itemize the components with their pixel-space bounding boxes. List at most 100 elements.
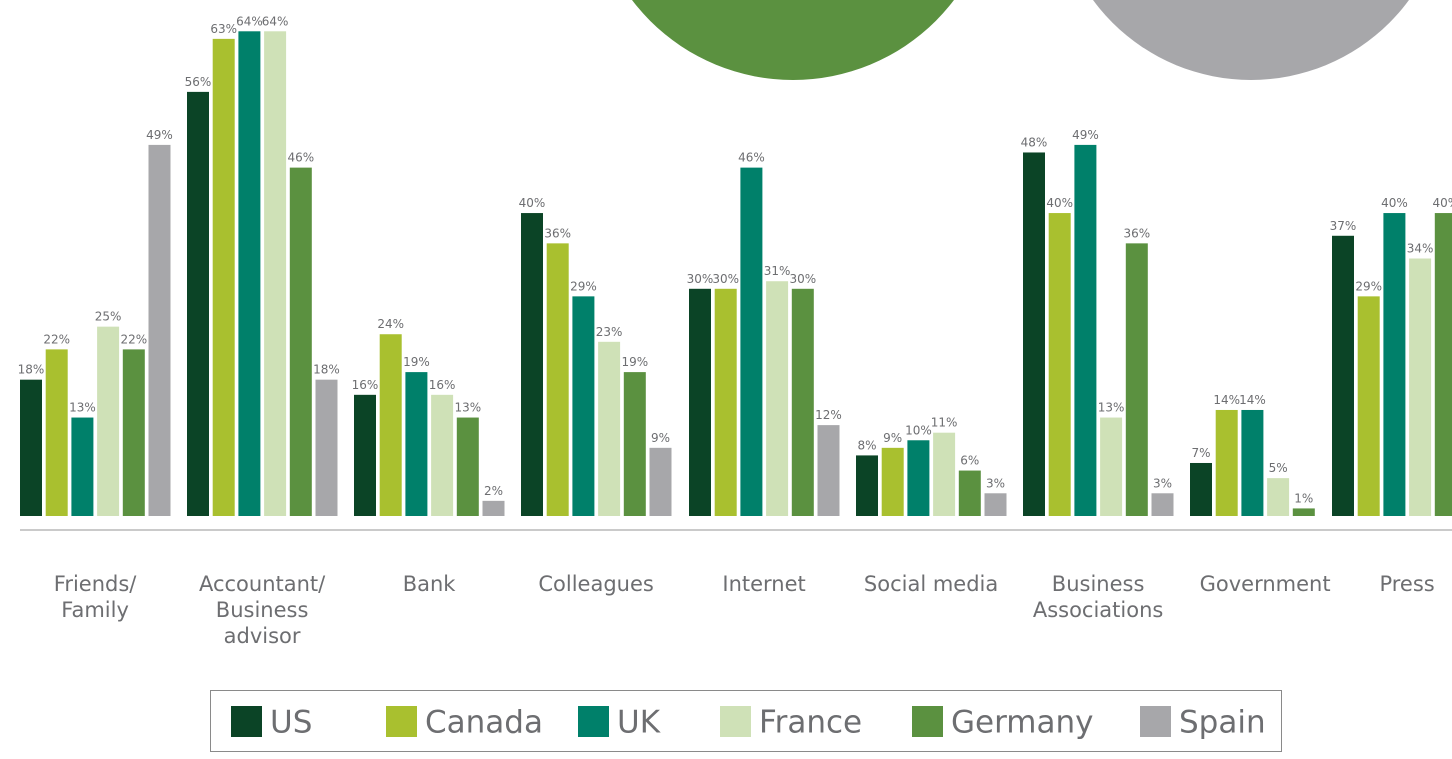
data-label: 36% bbox=[544, 226, 571, 240]
data-label: 64% bbox=[236, 14, 263, 28]
bar bbox=[148, 144, 171, 516]
x-tick-label: Internet bbox=[722, 572, 806, 596]
bar bbox=[1383, 213, 1406, 516]
data-label: 29% bbox=[570, 279, 597, 293]
data-label: 46% bbox=[738, 151, 765, 165]
data-label: 16% bbox=[352, 378, 379, 392]
bar bbox=[1409, 258, 1432, 516]
bar bbox=[97, 326, 120, 516]
data-label: 5% bbox=[1269, 461, 1288, 475]
bar bbox=[482, 500, 505, 516]
data-label: 13% bbox=[1098, 401, 1125, 415]
data-label: 56% bbox=[185, 75, 212, 89]
data-label: 63% bbox=[210, 22, 237, 36]
data-label: 1% bbox=[1294, 491, 1313, 505]
data-label: 13% bbox=[69, 401, 96, 415]
bar bbox=[1357, 296, 1380, 516]
bar bbox=[689, 288, 711, 516]
data-label: 23% bbox=[596, 325, 623, 339]
legend-swatch bbox=[386, 706, 417, 737]
bar bbox=[264, 31, 287, 516]
data-label: 31% bbox=[764, 264, 791, 278]
data-label: 3% bbox=[986, 476, 1005, 490]
bar bbox=[740, 167, 763, 516]
x-tick-label: Colleagues bbox=[538, 572, 654, 596]
data-label: 30% bbox=[687, 272, 714, 286]
bar bbox=[354, 394, 376, 516]
bar bbox=[20, 379, 42, 516]
bar bbox=[714, 288, 737, 516]
bar bbox=[1151, 493, 1174, 516]
data-label: 40% bbox=[1432, 196, 1452, 210]
decor-circle bbox=[632, 0, 954, 80]
legend-swatch bbox=[231, 706, 262, 737]
legend-label: US bbox=[270, 705, 312, 741]
bar bbox=[766, 281, 789, 516]
bar bbox=[907, 440, 930, 516]
data-label: 7% bbox=[1191, 446, 1210, 460]
data-label: 37% bbox=[1330, 219, 1357, 233]
bar bbox=[881, 447, 904, 516]
data-label: 18% bbox=[313, 363, 340, 377]
data-label: 10% bbox=[905, 423, 932, 437]
data-label: 48% bbox=[1021, 135, 1048, 149]
bar bbox=[45, 349, 68, 516]
data-label: 11% bbox=[931, 416, 958, 430]
bar bbox=[187, 91, 209, 516]
bar bbox=[856, 455, 878, 516]
legend-label: Canada bbox=[425, 705, 543, 741]
data-label: 46% bbox=[287, 151, 314, 165]
data-label: 49% bbox=[1072, 128, 1099, 142]
bar bbox=[1190, 462, 1212, 516]
data-label: 49% bbox=[146, 128, 173, 142]
data-label: 36% bbox=[1123, 226, 1150, 240]
x-tick-label: Government bbox=[1199, 572, 1331, 596]
bar bbox=[289, 167, 312, 516]
bar bbox=[1125, 243, 1148, 516]
bar bbox=[598, 341, 621, 516]
bar bbox=[315, 379, 338, 516]
legend-swatch bbox=[912, 706, 943, 737]
x-tick-label: Social media bbox=[863, 572, 999, 596]
bar bbox=[71, 417, 94, 516]
data-label: 29% bbox=[1355, 279, 1382, 293]
data-label: 22% bbox=[43, 332, 70, 346]
bar bbox=[379, 334, 402, 516]
legend-swatch bbox=[578, 706, 609, 737]
bar bbox=[984, 493, 1007, 516]
data-label: 30% bbox=[789, 272, 816, 286]
legend-label: Germany bbox=[951, 705, 1093, 741]
bar bbox=[405, 372, 428, 516]
legend-box bbox=[210, 690, 1282, 752]
legend-swatch bbox=[1140, 706, 1171, 737]
legend-label: UK bbox=[617, 705, 661, 741]
data-label: 14% bbox=[1239, 393, 1266, 407]
data-label: 13% bbox=[454, 401, 481, 415]
bar bbox=[1100, 417, 1123, 516]
bar bbox=[1267, 478, 1290, 516]
data-label: 19% bbox=[621, 355, 648, 369]
data-label: 14% bbox=[1213, 393, 1240, 407]
decor-circle bbox=[1093, 0, 1409, 80]
bar bbox=[546, 243, 569, 516]
bar bbox=[521, 213, 543, 516]
bar bbox=[623, 372, 646, 516]
bar bbox=[1048, 213, 1071, 516]
data-label: 30% bbox=[712, 272, 739, 286]
bar bbox=[1292, 508, 1315, 516]
data-label: 12% bbox=[815, 408, 842, 422]
data-label: 3% bbox=[1153, 476, 1172, 490]
bar bbox=[933, 432, 956, 516]
data-label: 34% bbox=[1407, 242, 1434, 256]
data-label: 40% bbox=[1046, 196, 1073, 210]
data-label: 19% bbox=[403, 355, 430, 369]
data-label: 22% bbox=[120, 332, 147, 346]
bar bbox=[572, 296, 595, 516]
legend-label: Spain bbox=[1179, 705, 1266, 741]
bar bbox=[212, 38, 235, 516]
bar bbox=[791, 288, 814, 516]
bar bbox=[958, 470, 981, 516]
bar bbox=[1434, 213, 1452, 516]
data-label: 40% bbox=[1381, 196, 1408, 210]
bar bbox=[431, 394, 454, 516]
